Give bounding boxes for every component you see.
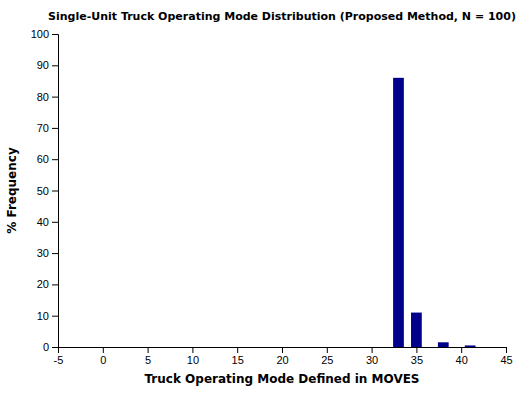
bar xyxy=(438,342,449,347)
x-tick-label: 10 xyxy=(187,354,199,366)
y-tick-label: 30 xyxy=(37,247,49,259)
y-tick-mark xyxy=(52,284,58,285)
chart-svg: -5 0 5 10 15 20 25 30 35 40 45 0 10 20 30 40 50 60 70 80 90 1… xyxy=(0,0,528,395)
y-tick: 100 xyxy=(31,28,58,40)
x-axis-title: Truck Operating Mode Defined in MOVES xyxy=(144,372,419,386)
y-tick: 50 xyxy=(37,185,58,197)
x-tick-mark xyxy=(416,347,417,353)
y-tick-mark xyxy=(52,222,58,223)
x-tick: -5 xyxy=(54,347,64,366)
x-tick: 30 xyxy=(366,347,378,366)
x-tick-mark xyxy=(327,347,328,353)
y-tick-label: 90 xyxy=(37,59,49,71)
x-domain xyxy=(59,348,507,354)
x-tick: 45 xyxy=(500,347,512,366)
bar xyxy=(393,78,404,347)
x-tick-mark xyxy=(148,347,149,353)
x-tick-label: 40 xyxy=(456,354,468,366)
x-tick-mark xyxy=(103,347,104,353)
y-tick: 60 xyxy=(37,153,58,165)
y-axis: 0 10 20 30 40 50 60 70 80 90 100 xyxy=(31,28,59,353)
y-tick: 90 xyxy=(37,59,58,71)
x-tick-label: 30 xyxy=(366,354,378,366)
y-axis-title: % Frequency xyxy=(5,147,19,234)
plot-area: -5 0 5 10 15 20 25 30 35 40 45 0 10 20 30 40 50 60 70 80 90 1… xyxy=(31,28,513,366)
x-tick-mark xyxy=(461,347,462,353)
x-tick: 20 xyxy=(276,347,288,366)
y-tick-label: 70 xyxy=(37,122,49,134)
y-tick: 0 xyxy=(43,341,58,353)
x-tick-label: -5 xyxy=(54,354,64,366)
y-tick-mark xyxy=(52,253,58,254)
x-tick-label: 15 xyxy=(232,354,244,366)
x-tick: 5 xyxy=(145,347,151,366)
y-tick-mark xyxy=(52,159,58,160)
y-tick: 70 xyxy=(37,122,58,134)
y-tick-mark xyxy=(52,65,58,66)
y-tick: 30 xyxy=(37,247,58,259)
y-tick-label: 20 xyxy=(37,278,49,290)
x-tick: 0 xyxy=(100,347,106,366)
y-tick-mark xyxy=(52,191,58,192)
y-tick: 80 xyxy=(37,91,58,103)
y-tick-label: 80 xyxy=(37,91,49,103)
x-axis: -5 0 5 10 15 20 25 30 35 40 45 xyxy=(54,347,513,366)
y-tick-label: 60 xyxy=(37,153,49,165)
y-tick: 20 xyxy=(37,278,58,290)
x-tick-mark xyxy=(506,347,507,353)
x-tick: 15 xyxy=(232,347,244,366)
y-tick-mark xyxy=(52,347,58,348)
y-domain xyxy=(52,35,59,348)
y-tick: 10 xyxy=(37,310,58,322)
y-tick: 40 xyxy=(37,216,58,228)
x-tick-mark xyxy=(372,347,373,353)
x-tick-mark xyxy=(192,347,193,353)
x-tick: 35 xyxy=(411,347,423,366)
x-tick-mark xyxy=(282,347,283,353)
y-tick-label: 10 xyxy=(37,310,49,322)
y-tick-mark xyxy=(52,316,58,317)
y-tick-label: 0 xyxy=(43,341,49,353)
y-tick-label: 50 xyxy=(37,185,49,197)
chart-container: -5 0 5 10 15 20 25 30 35 40 45 0 10 20 30 40 50 60 70 80 90 1… xyxy=(0,0,528,395)
y-tick-mark xyxy=(52,128,58,129)
y-tick-label: 40 xyxy=(37,216,49,228)
x-tick-mark xyxy=(237,347,238,353)
x-tick: 40 xyxy=(456,347,468,366)
x-tick-label: 25 xyxy=(321,354,333,366)
x-tick-label: 20 xyxy=(276,354,288,366)
x-tick-label: 45 xyxy=(500,354,512,366)
y-tick-mark xyxy=(52,34,58,35)
bar xyxy=(411,313,422,347)
chart-title: Single-Unit Truck Operating Mode Distrib… xyxy=(48,10,516,23)
x-tick-label: 5 xyxy=(145,354,151,366)
y-tick-mark xyxy=(52,97,58,98)
x-tick: 10 xyxy=(187,347,199,366)
bar xyxy=(465,345,476,347)
x-tick-label: 0 xyxy=(100,354,106,366)
y-tick-label: 100 xyxy=(31,28,49,40)
bars xyxy=(393,78,475,347)
x-tick: 25 xyxy=(321,347,333,366)
x-tick-label: 35 xyxy=(411,354,423,366)
